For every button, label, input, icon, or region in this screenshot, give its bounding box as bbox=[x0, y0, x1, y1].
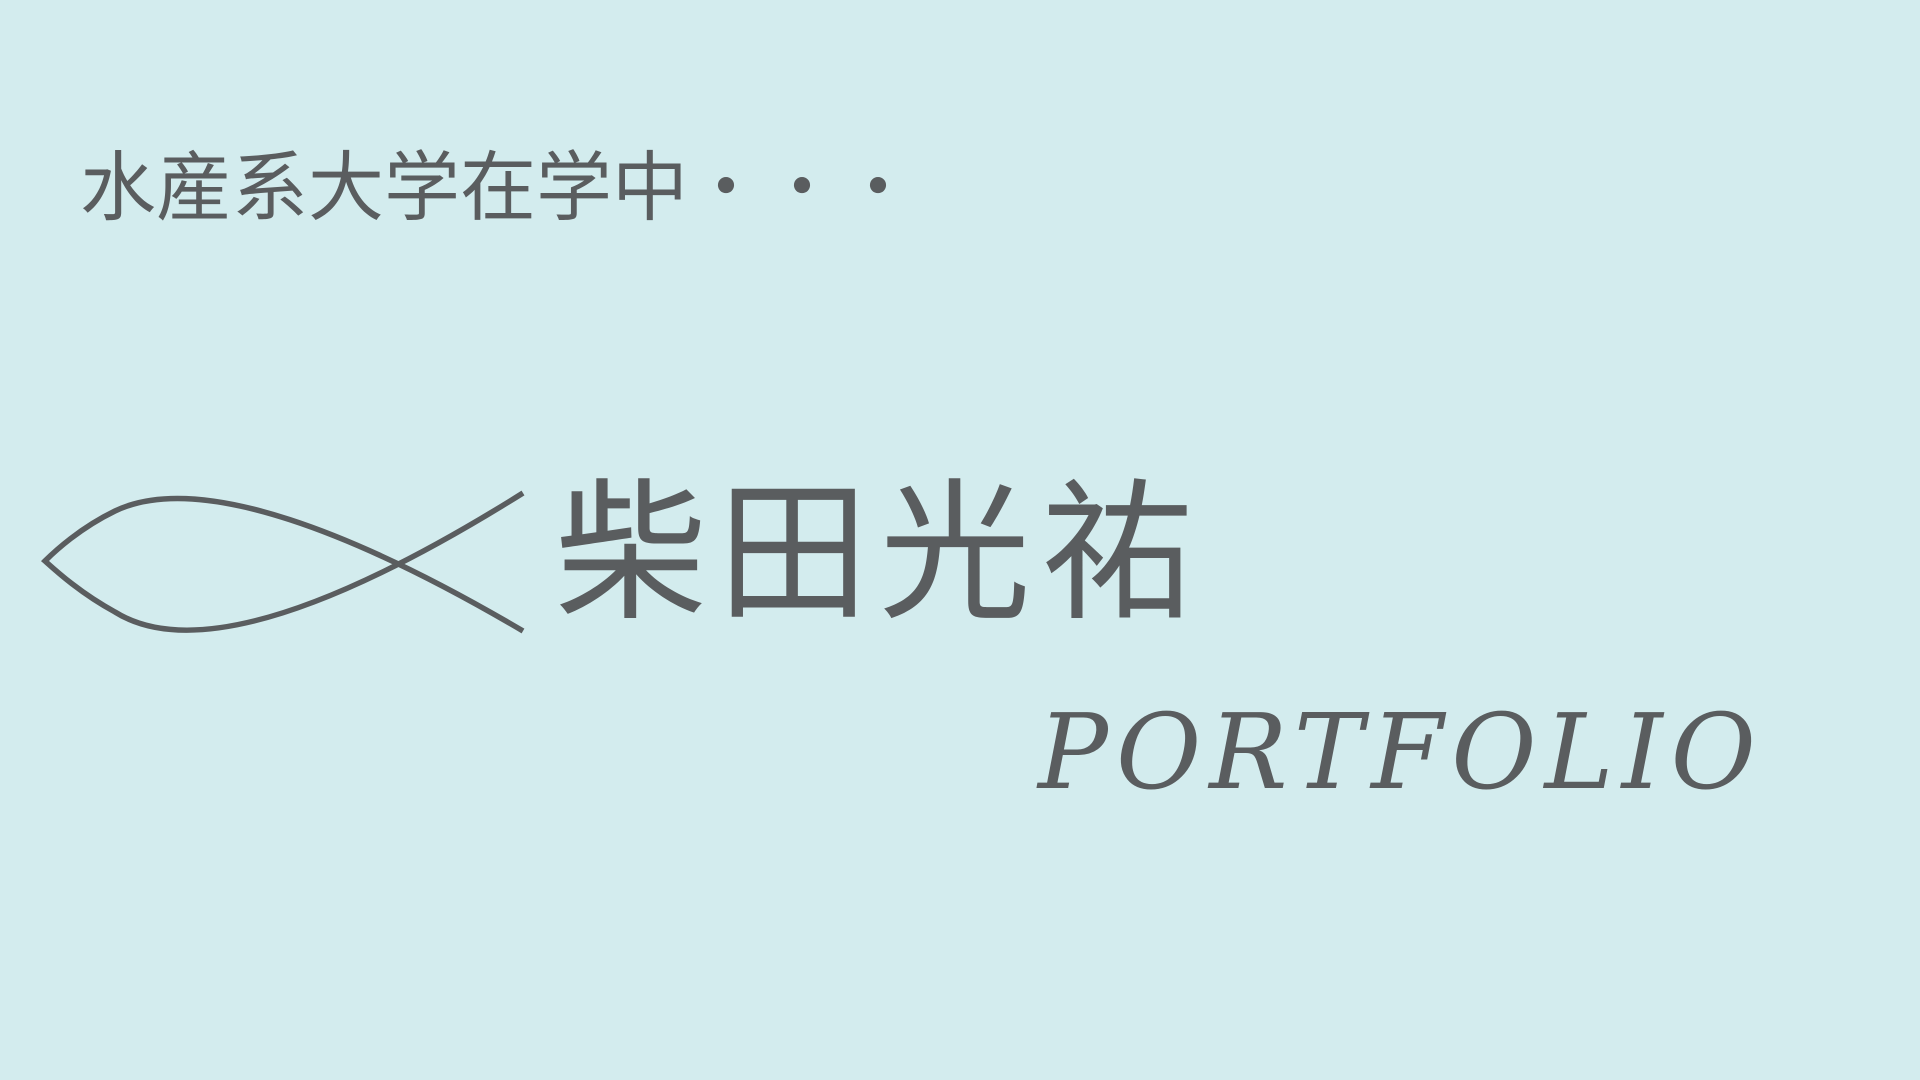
owner-name: 柴田光祐 bbox=[555, 465, 1203, 642]
tagline: 水産系大学在学中・・・ bbox=[80, 143, 916, 232]
fish-outline bbox=[41, 490, 525, 634]
fish-icon bbox=[41, 490, 525, 634]
portfolio-heading: PORTFOLIO bbox=[1038, 691, 1764, 813]
